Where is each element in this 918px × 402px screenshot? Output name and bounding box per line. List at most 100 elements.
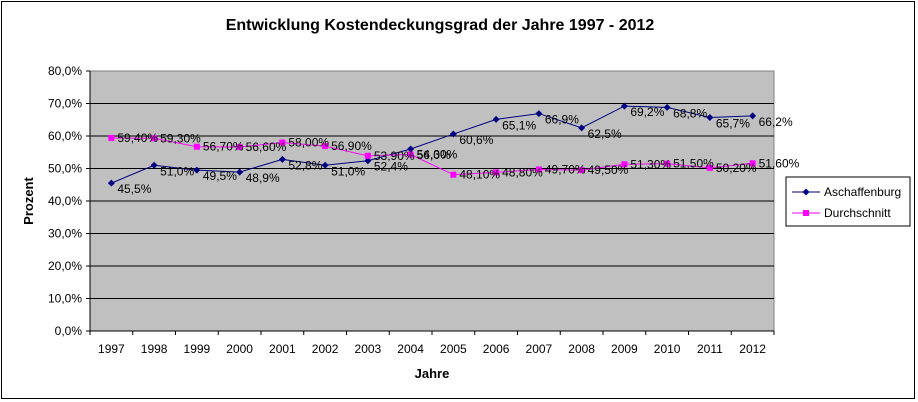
data-point: [107, 179, 115, 187]
data-label: 69,2%: [630, 105, 664, 119]
data-point: [364, 157, 372, 165]
data-point: [664, 160, 671, 167]
x-tick-label: 2002: [312, 342, 339, 356]
data-point: [278, 155, 286, 163]
data-label: 49,5%: [203, 169, 237, 183]
data-labels: 45,5% 51,0% 49,5% 48,9% 52,8% 51,0% 52,4% 56,0%…: [117, 105, 799, 196]
data-point: [620, 102, 628, 110]
data-label: 68,8%: [673, 106, 707, 120]
y-tick-label: 70,0%: [48, 97, 82, 111]
data-label: 52,4%: [374, 160, 408, 174]
y-tick-label: 10,0%: [48, 292, 82, 306]
data-point: [193, 143, 200, 150]
data-point: [450, 171, 457, 178]
series-lines: [111, 105, 753, 184]
data-point: [151, 135, 158, 142]
data-point: [749, 112, 757, 120]
data-point: [706, 164, 713, 171]
data-label: 51,60%: [759, 156, 800, 170]
y-tick-label: 50,0%: [48, 162, 82, 176]
y-tick-label: 30,0%: [48, 227, 82, 241]
data-point: [236, 144, 243, 151]
y-tick-label: 60,0%: [48, 129, 82, 143]
data-label: 51,50%: [673, 157, 714, 171]
data-label: 56,0%: [417, 148, 451, 162]
y-axis-title: Prozent: [21, 176, 36, 224]
data-label: 51,0%: [160, 164, 194, 178]
x-tick-label: 2001: [269, 342, 296, 356]
x-tick-label: 2003: [355, 342, 382, 356]
data-point: [449, 130, 457, 138]
data-point: [578, 124, 586, 132]
x-tick-label: 2012: [739, 342, 766, 356]
series-markers: [107, 102, 757, 187]
data-point: [407, 145, 415, 153]
x-axis-title: Jahre: [415, 366, 450, 381]
y-tick-label: 0,0%: [55, 324, 83, 338]
data-label: 52,8%: [288, 158, 322, 172]
y-tick-label: 40,0%: [48, 194, 82, 208]
data-label: 56,60%: [246, 140, 287, 154]
data-label: 59,30%: [160, 131, 201, 145]
x-axis: 1997 1998 1999 2000 2001 2002 2003 2004 2005 2006…: [89, 330, 775, 356]
legend: Aschaffenburg Durchschnitt: [792, 185, 901, 220]
x-tick-label: 1999: [184, 342, 211, 356]
data-point: [749, 160, 756, 167]
legend-box: [785, 176, 911, 227]
x-tick-label: 2005: [440, 342, 467, 356]
gridlines: [90, 103, 774, 299]
data-point: [279, 139, 286, 146]
data-label: 65,7%: [716, 116, 750, 130]
data-point: [578, 167, 585, 174]
legend-label: Durchschnitt: [824, 206, 891, 220]
data-label: 59,40%: [117, 131, 158, 145]
data-point: [663, 103, 671, 111]
data-label: 51,0%: [331, 164, 365, 178]
y-tick-label: 20,0%: [48, 259, 82, 273]
data-label: 54,30%: [417, 148, 458, 162]
data-label: 49,50%: [588, 163, 629, 177]
data-label: 48,9%: [246, 171, 280, 185]
data-point: [535, 110, 543, 118]
x-tick-label: 1997: [98, 342, 125, 356]
x-tick-label: 2008: [568, 342, 595, 356]
x-tick-label: 2011: [697, 342, 723, 356]
data-point: [193, 166, 201, 174]
x-tick-label: 2006: [483, 342, 510, 356]
data-point: [364, 152, 371, 159]
data-label: 66,9%: [545, 113, 579, 127]
data-point: [535, 166, 542, 173]
chart-title: Entwicklung Kostendeckungsgrad der Jahre…: [226, 17, 655, 34]
x-tick-label: 2007: [526, 342, 553, 356]
data-label: 48,80%: [502, 165, 543, 179]
legend-marker: [802, 188, 810, 196]
data-label: 66,2%: [759, 115, 793, 129]
data-point: [492, 115, 500, 123]
series-line-durchschnitt: [111, 137, 753, 176]
data-point: [150, 161, 158, 169]
data-point: [108, 134, 115, 141]
y-tick-label: 80,0%: [48, 64, 82, 78]
data-label: 45,5%: [117, 182, 151, 196]
data-point: [322, 143, 329, 150]
data-label: 49,70%: [545, 162, 586, 176]
data-label: 53,90%: [374, 149, 415, 163]
data-label: 56,90%: [331, 139, 372, 153]
data-point: [236, 168, 244, 176]
data-label: 60,6%: [459, 133, 493, 147]
data-label: 51,30%: [630, 157, 671, 171]
data-label: 58,00%: [288, 136, 329, 150]
x-tick-label: 2004: [397, 342, 424, 356]
x-tick-label: 2009: [611, 342, 638, 356]
y-axis: 0,0% 10,0% 20,0% 30,0% 40,0% 50,0% 60,0% 70,0% 8…: [48, 64, 91, 338]
series-line-aschaffenburg: [111, 105, 753, 184]
data-point: [321, 161, 329, 169]
data-label: 48,10%: [459, 168, 500, 182]
data-label: 65,1%: [502, 118, 536, 132]
data-label: 62,5%: [588, 127, 622, 141]
legend-label: Aschaffenburg: [824, 185, 901, 199]
data-point: [493, 169, 500, 176]
x-tick-label: 2000: [226, 342, 253, 356]
data-label: 50,20%: [716, 161, 757, 175]
